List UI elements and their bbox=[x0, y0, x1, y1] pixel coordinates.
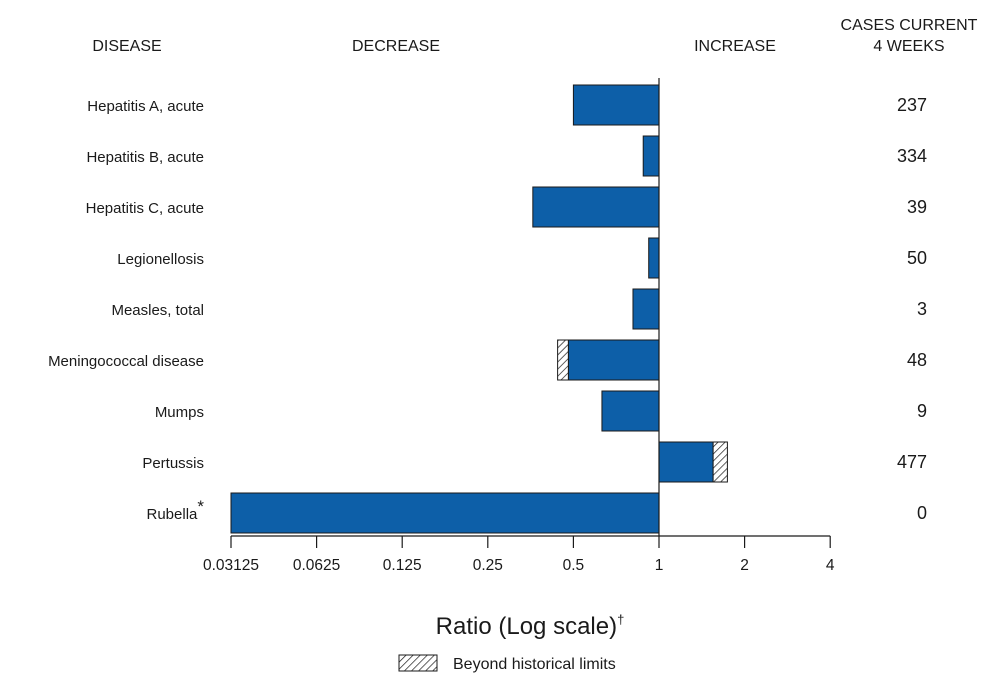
cases-value-7: 477 bbox=[897, 452, 927, 472]
category-label-text-4: Measles, total bbox=[111, 302, 204, 319]
category-label-8: Rubella* bbox=[147, 497, 205, 523]
category-label-text-0: Hepatitis A, acute bbox=[87, 98, 204, 115]
cases-value-6: 9 bbox=[917, 401, 927, 421]
category-label-5: Meningococcal disease bbox=[48, 353, 204, 370]
bar-3 bbox=[648, 237, 660, 279]
cases-value-3: 50 bbox=[907, 248, 927, 268]
plot-area: Hepatitis A, acute 237 Hepatitis B, acute 3… bbox=[48, 78, 927, 574]
bar-5 bbox=[567, 339, 660, 381]
bar-2 bbox=[532, 186, 660, 228]
bar-beyond-limits-5 bbox=[557, 339, 569, 381]
category-label-text-2: Hepatitis C, acute bbox=[86, 200, 204, 217]
x-axis-title-mark: † bbox=[617, 612, 624, 627]
bar-beyond-limits-7 bbox=[712, 441, 728, 483]
x-tick-label-6: 2 bbox=[740, 557, 749, 574]
bar-0 bbox=[572, 84, 660, 126]
bar-4 bbox=[632, 288, 660, 330]
cases-value-8: 0 bbox=[917, 503, 927, 523]
cases-value-5: 48 bbox=[907, 350, 927, 370]
bar-8 bbox=[230, 492, 660, 534]
cases-value-1: 334 bbox=[897, 146, 927, 166]
x-axis-title-text: Ratio (Log scale) bbox=[436, 613, 617, 640]
bar-1 bbox=[642, 135, 660, 177]
header-increase: INCREASE bbox=[694, 38, 776, 55]
category-label-text-5: Meningococcal disease bbox=[48, 353, 204, 370]
category-label-text-1: Hepatitis B, acute bbox=[86, 149, 204, 166]
x-axis-title: Ratio (Log scale)† bbox=[436, 612, 625, 640]
bar-7 bbox=[658, 441, 714, 483]
category-label-text-8: Rubella bbox=[147, 506, 199, 523]
cases-value-2: 39 bbox=[907, 197, 927, 217]
header-cases-line1: CASES CURRENT bbox=[841, 17, 978, 34]
category-label-text-7: Pertussis bbox=[142, 455, 204, 472]
category-label-1: Hepatitis B, acute bbox=[86, 149, 204, 166]
category-label-6: Mumps bbox=[155, 404, 204, 421]
x-tick-label-0: 0.03125 bbox=[203, 557, 259, 574]
header-disease: DISEASE bbox=[92, 38, 161, 55]
legend-label: Beyond historical limits bbox=[453, 656, 616, 673]
header-cases-line2: 4 WEEKS bbox=[873, 38, 944, 55]
category-label-mark-8: * bbox=[197, 497, 204, 516]
category-label-text-6: Mumps bbox=[155, 404, 204, 421]
category-label-text-3: Legionellosis bbox=[117, 251, 204, 268]
category-label-4: Measles, total bbox=[111, 302, 204, 319]
x-tick-label-7: 4 bbox=[826, 557, 835, 574]
cases-value-4: 3 bbox=[917, 299, 927, 319]
legend-swatch bbox=[398, 654, 438, 672]
bar-6 bbox=[601, 390, 660, 432]
x-tick-label-3: 0.25 bbox=[473, 557, 503, 574]
category-label-0: Hepatitis A, acute bbox=[87, 98, 204, 115]
x-tick-label-5: 1 bbox=[655, 557, 664, 574]
category-label-3: Legionellosis bbox=[117, 251, 204, 268]
x-tick-label-1: 0.0625 bbox=[293, 557, 340, 574]
cases-value-0: 237 bbox=[897, 95, 927, 115]
category-label-7: Pertussis bbox=[142, 455, 204, 472]
category-label-2: Hepatitis C, acute bbox=[86, 200, 204, 217]
header-decrease: DECREASE bbox=[352, 38, 440, 55]
x-tick-label-4: 0.5 bbox=[563, 557, 585, 574]
x-tick-label-2: 0.125 bbox=[383, 557, 422, 574]
